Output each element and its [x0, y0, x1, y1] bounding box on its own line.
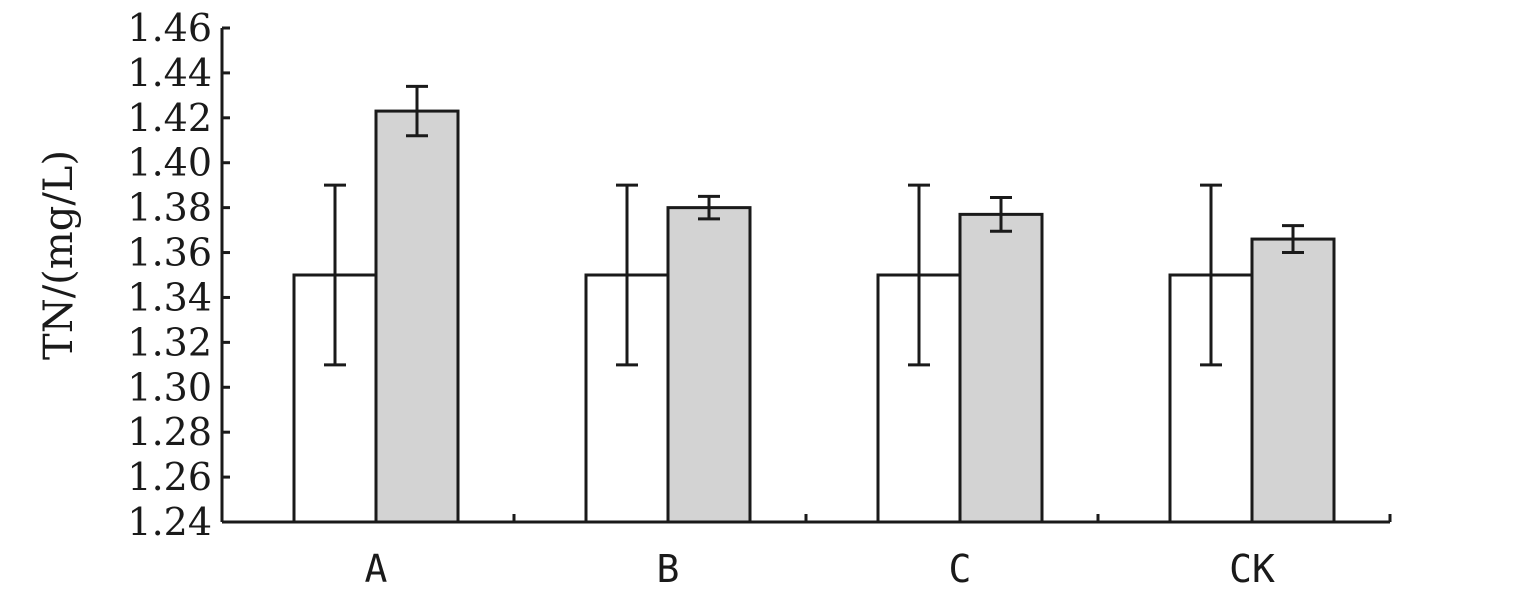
y-axis-title-group: TN/(mg/L) [36, 150, 82, 360]
bar-CK-2 [1250, 237, 1336, 524]
y-tick-label: 1.38 [127, 186, 212, 230]
x-category-label: A [365, 547, 388, 591]
y-tick-label: 1.42 [127, 96, 212, 140]
y-tick-label: 1.28 [127, 410, 212, 454]
y-tick-label: 1.46 [127, 6, 212, 50]
y-tick-label: 1.24 [127, 500, 212, 544]
y-axis-title: TN/(mg/L) [36, 150, 82, 360]
x-category-label: B [657, 547, 680, 591]
bar-A-2 [374, 109, 460, 524]
y-tick-label: 1.40 [127, 141, 212, 185]
y-tick-label: 1.30 [127, 365, 212, 409]
x-category-label: CK [1229, 547, 1275, 591]
bar-CK-1 [1168, 273, 1254, 524]
y-tick-label: 1.34 [127, 275, 212, 319]
y-tick-label: 1.36 [127, 231, 212, 275]
x-category-label: C [949, 547, 972, 591]
bar-B-2 [666, 206, 752, 524]
y-tick-label: 1.26 [127, 455, 212, 499]
y-tick-label: 1.44 [127, 51, 212, 95]
bar-C-2 [958, 212, 1044, 524]
y-tick-label: 1.32 [127, 320, 212, 364]
